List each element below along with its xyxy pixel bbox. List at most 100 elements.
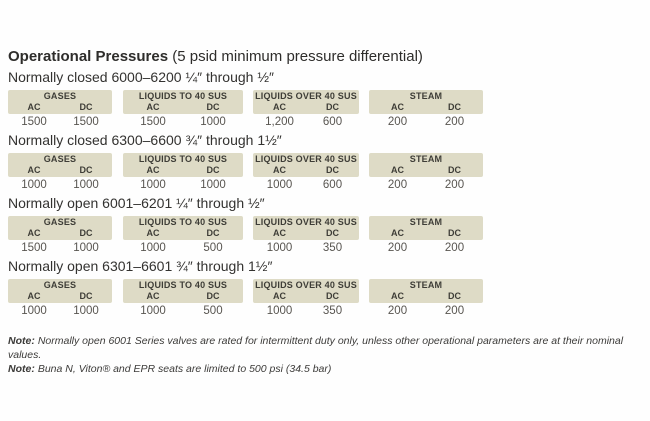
dc-column-header: DC	[79, 228, 93, 238]
note-seat-limit: Note: Buna N, Viton® and EPR seats are li…	[8, 362, 644, 376]
section-table: GASES AC DC 1000 1000 LIQUIDS TO 40 SUS …	[8, 153, 644, 192]
medium-header-band: LIQUIDS OVER 40 SUS AC DC	[253, 90, 359, 114]
ac-value: 1000	[140, 242, 166, 254]
medium-block: LIQUIDS TO 40 SUS AC DC 1500 1000	[123, 90, 243, 129]
dc-column-header: DC	[326, 102, 339, 112]
medium-label: LIQUIDS TO 40 SUS	[138, 217, 228, 227]
ac-column-header: AC	[391, 228, 404, 238]
acdc-header-row: AC DC	[369, 165, 483, 176]
dc-column-header: DC	[448, 291, 461, 301]
medium-header-band: LIQUIDS OVER 40 SUS AC DC	[253, 216, 359, 240]
values-row: 1000 500	[123, 240, 243, 255]
ac-column-header: AC	[391, 291, 404, 301]
dc-column-header: DC	[206, 228, 220, 238]
dc-column-header: DC	[326, 228, 339, 238]
dc-column-header: DC	[79, 165, 93, 175]
medium-header-band: GASES AC DC	[8, 216, 112, 240]
ac-value: 1000	[21, 305, 47, 317]
ac-column-header: AC	[391, 165, 404, 175]
acdc-header-row: AC DC	[8, 102, 112, 113]
ac-value: 200	[387, 305, 408, 317]
dc-value: 1000	[73, 179, 99, 191]
dc-value: 1000	[200, 116, 226, 128]
ac-column-header: AC	[27, 165, 41, 175]
medium-label: LIQUIDS TO 40 SUS	[138, 280, 228, 290]
dc-column-header: DC	[206, 102, 220, 112]
dc-value: 1000	[73, 242, 99, 254]
section-table: GASES AC DC 1500 1000 LIQUIDS TO 40 SUS …	[8, 216, 644, 255]
pressure-section: Normally open 6001–6201 ¼″ through ½″ GA…	[8, 195, 644, 255]
values-row: 200 200	[369, 240, 483, 255]
medium-label: GASES	[43, 217, 77, 227]
ac-column-header: AC	[27, 228, 41, 238]
section-heading: Normally closed 6000–6200 ¼″ through ½″	[8, 69, 274, 85]
dc-column-header: DC	[326, 165, 339, 175]
ac-value: 200	[387, 179, 408, 191]
values-row: 1,200 600	[253, 114, 359, 129]
section-table: GASES AC DC 1500 1500 LIQUIDS TO 40 SUS …	[8, 90, 644, 129]
values-row: 1000 350	[253, 303, 359, 318]
medium-block: LIQUIDS OVER 40 SUS AC DC 1000 350	[253, 279, 359, 318]
dc-value: 1000	[200, 179, 226, 191]
medium-header-band: STEAM AC DC	[369, 153, 483, 177]
note-intermittent-duty: Note: Normally open 6001 Series valves ar…	[8, 334, 644, 362]
ac-value: 1000	[21, 179, 47, 191]
ac-value: 1000	[140, 179, 166, 191]
medium-header-band: GASES AC DC	[8, 90, 112, 114]
acdc-header-row: AC DC	[123, 291, 243, 302]
acdc-header-row: AC DC	[123, 228, 243, 239]
dc-value: 500	[203, 305, 223, 317]
acdc-header-row: AC DC	[123, 102, 243, 113]
medium-label: STEAM	[409, 91, 443, 101]
ac-value: 1500	[21, 116, 47, 128]
dc-column-header: DC	[448, 228, 461, 238]
dc-column-header: DC	[326, 291, 339, 301]
dc-value: 350	[322, 242, 343, 254]
dc-value: 200	[444, 305, 465, 317]
acdc-header-row: AC DC	[253, 228, 359, 239]
dc-value: 500	[203, 242, 223, 254]
pressure-section: Normally open 6301–6601 ¾″ through 1½″ G…	[8, 258, 644, 318]
pressure-section: Normally closed 6300–6600 ¾″ through 1½″…	[8, 132, 644, 192]
ac-column-header: AC	[273, 102, 286, 112]
medium-block: GASES AC DC 1000 1000	[8, 153, 112, 192]
medium-header-band: STEAM AC DC	[369, 279, 483, 303]
values-row: 1000 600	[253, 177, 359, 192]
medium-block: LIQUIDS OVER 40 SUS AC DC 1,200 600	[253, 90, 359, 129]
values-row: 1500 1500	[8, 114, 112, 129]
ac-column-header: AC	[27, 291, 41, 301]
ac-column-header: AC	[391, 102, 404, 112]
dc-value: 1000	[73, 305, 99, 317]
section-heading: Normally open 6301–6601 ¾″ through 1½″	[8, 258, 273, 274]
ac-column-header: AC	[146, 228, 160, 238]
ac-value: 1500	[140, 116, 166, 128]
dc-value: 200	[444, 116, 465, 128]
notes: Note: Normally open 6001 Series valves ar…	[8, 334, 644, 376]
ac-column-header: AC	[273, 228, 286, 238]
acdc-header-row: AC DC	[8, 291, 112, 302]
medium-label: LIQUIDS OVER 40 SUS	[255, 91, 357, 101]
content-area: Operational Pressures (5 psid minimum pr…	[8, 48, 644, 376]
page-title: Operational Pressures (5 psid minimum pr…	[8, 48, 644, 66]
section-heading: Normally open 6001–6201 ¼″ through ½″	[8, 195, 265, 211]
dc-value: 350	[322, 305, 343, 317]
medium-header-band: LIQUIDS TO 40 SUS AC DC	[123, 90, 243, 114]
medium-block: GASES AC DC 1500 1000	[8, 216, 112, 255]
ac-value: 200	[387, 242, 408, 254]
medium-label: GASES	[43, 91, 77, 101]
acdc-header-row: AC DC	[8, 228, 112, 239]
medium-label: GASES	[43, 154, 77, 164]
values-row: 1000 1000	[123, 177, 243, 192]
pressure-section: Normally closed 6000–6200 ¼″ through ½″ …	[8, 69, 644, 129]
medium-header-band: LIQUIDS TO 40 SUS AC DC	[123, 279, 243, 303]
acdc-header-row: AC DC	[369, 291, 483, 302]
medium-label: LIQUIDS OVER 40 SUS	[255, 280, 357, 290]
medium-block: GASES AC DC 1500 1500	[8, 90, 112, 129]
values-row: 1000 1000	[8, 303, 112, 318]
acdc-header-row: AC DC	[369, 228, 483, 239]
dc-column-header: DC	[79, 102, 93, 112]
medium-header-band: STEAM AC DC	[369, 90, 483, 114]
medium-label: LIQUIDS TO 40 SUS	[138, 91, 228, 101]
medium-header-band: LIQUIDS TO 40 SUS AC DC	[123, 153, 243, 177]
